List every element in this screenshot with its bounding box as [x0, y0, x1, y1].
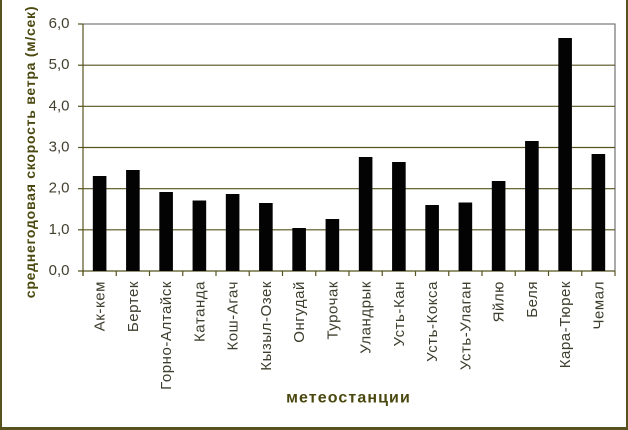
svg-text:3,0: 3,0	[49, 139, 70, 156]
svg-text:5,0: 5,0	[49, 56, 70, 73]
svg-text:Усть-Кан: Усть-Кан	[391, 281, 408, 346]
svg-text:Турочак: Турочак	[324, 281, 341, 340]
svg-text:Онгудай: Онгудай	[291, 281, 308, 343]
svg-text:Кош-Агач: Кош-Агач	[225, 281, 242, 350]
svg-text:метеостанции: метеостанции	[286, 390, 411, 407]
svg-text:Кызыл-Озек: Кызыл-Озек	[258, 281, 275, 371]
svg-text:Усть-Улаган: Усть-Улаган	[457, 281, 474, 370]
svg-text:Бертек: Бертек	[125, 281, 142, 332]
svg-text:1,0: 1,0	[49, 221, 70, 238]
svg-text:Горно-Алтайск: Горно-Алтайск	[158, 281, 175, 390]
svg-text:Катанда: Катанда	[191, 281, 208, 342]
svg-text:Усть-Кокса: Усть-Кокса	[424, 281, 441, 362]
svg-text:6,0: 6,0	[49, 15, 70, 32]
svg-text:Беля: Беля	[524, 281, 541, 318]
svg-text:Ак-кем: Ак-кем	[92, 281, 109, 331]
svg-text:Кара-Тюрек: Кара-Тюрек	[557, 281, 574, 368]
svg-text:0,0: 0,0	[49, 262, 70, 279]
svg-text:Чемал: Чемал	[590, 281, 607, 330]
svg-text:Уландрык: Уландрык	[358, 281, 375, 354]
svg-text:Яйлю: Яйлю	[491, 281, 508, 322]
svg-text:2,0: 2,0	[49, 180, 70, 197]
svg-text:среднегодовая скорость ветра (: среднегодовая скорость ветра (м/сек)	[22, 6, 38, 298]
svg-text:4,0: 4,0	[49, 97, 70, 114]
